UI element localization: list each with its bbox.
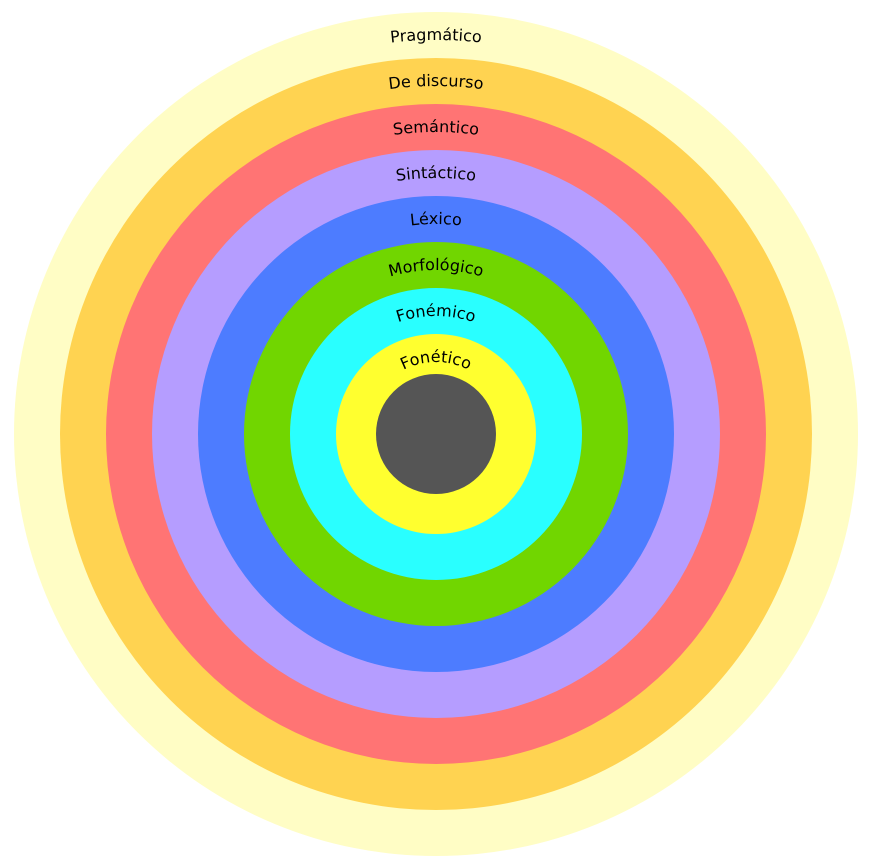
ring-label-text-semantico: Semántico [392,117,480,139]
ring-label-text-pragmatico: Pragmático [389,25,483,47]
ring-label-semantico: Semántico [392,117,480,139]
core-circle [376,374,496,494]
ring-label-lexico: Léxico [409,209,463,230]
ring-label-text-sintactico: Sintáctico [395,163,478,185]
ring-label-pragmatico: Pragmático [389,25,483,47]
labels-layer: Pragmático De discurso Semántico Sintáctico… [386,25,485,373]
ring-label-sintactico: Sintáctico [395,163,478,185]
ring-label-de-discurso: De discurso [387,71,484,93]
ring-label-text-lexico: Léxico [409,209,463,230]
ring-label-text-de-discurso: De discurso [387,71,484,93]
